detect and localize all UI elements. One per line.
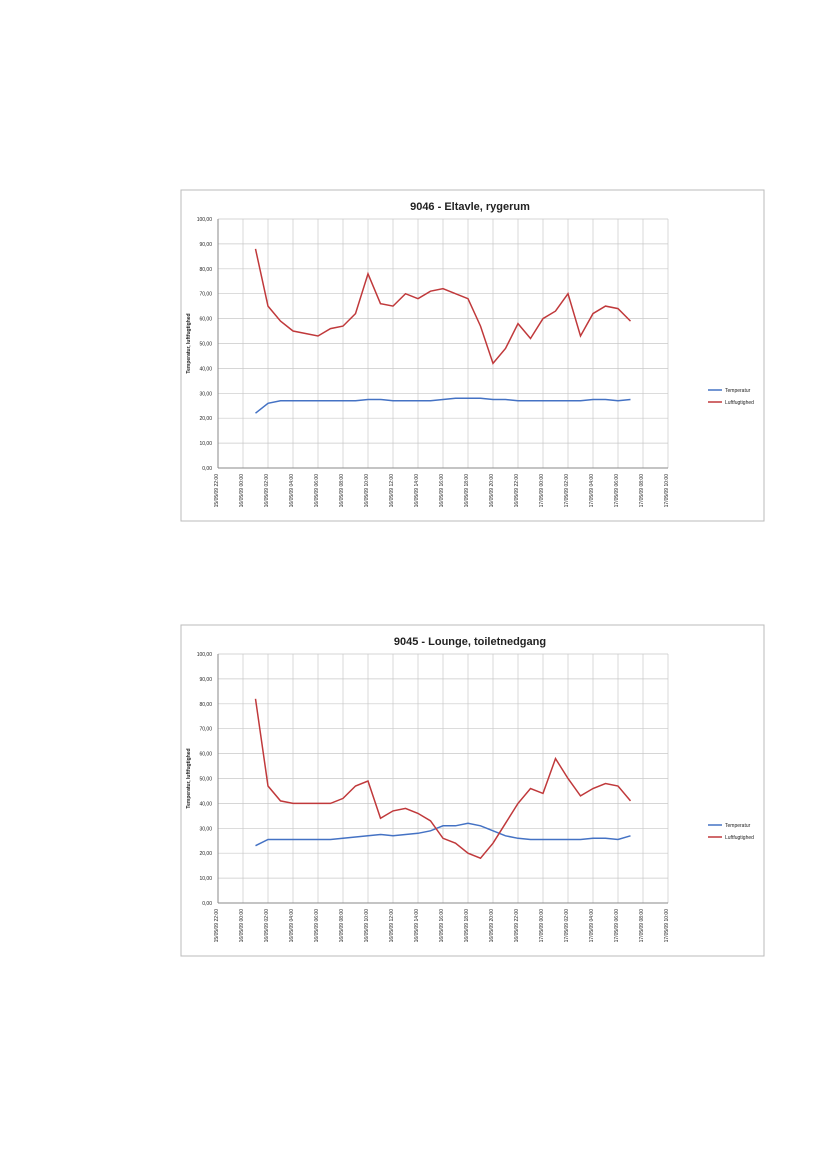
- chart-title: 9046 - Eltavle, rygerum: [410, 201, 530, 213]
- series-line: [254, 698, 632, 860]
- x-tick-label: 17/05/09 02:00: [564, 909, 570, 943]
- x-tick-label: 16/05/09 18:00: [464, 909, 470, 943]
- y-tick-label: 30,00: [199, 826, 212, 832]
- x-tick-label: 16/05/09 12:00: [389, 474, 395, 508]
- y-tick-label: 50,00: [199, 777, 212, 783]
- series-line: [254, 248, 632, 365]
- chart-title: 9045 - Lounge, toiletnedgang: [394, 636, 546, 648]
- x-tick-label: 16/05/09 04:00: [289, 474, 295, 508]
- y-tick-label: 20,00: [199, 851, 212, 857]
- x-tick-label: 16/05/09 00:00: [239, 474, 245, 508]
- x-tick-label: 17/05/09 10:00: [664, 909, 670, 943]
- y-tick-label: 50,00: [199, 342, 212, 348]
- y-tick-label: 0,00: [202, 901, 212, 907]
- chart-frame: [180, 624, 765, 957]
- x-tick-label: 17/05/09 08:00: [639, 474, 645, 508]
- y-tick-label: 100,00: [197, 217, 213, 223]
- y-tick-label: 90,00: [199, 242, 212, 248]
- x-tick-label: 16/05/09 16:00: [439, 909, 445, 943]
- x-tick-label: 16/05/09 06:00: [314, 909, 320, 943]
- y-tick-label: 40,00: [199, 366, 212, 372]
- x-tick-label: 16/05/09 16:00: [439, 474, 445, 508]
- y-tick-label: 90,00: [199, 677, 212, 683]
- y-tick-label: 70,00: [199, 292, 212, 298]
- x-tick-label: 16/05/09 02:00: [264, 474, 270, 508]
- x-tick-label: 16/05/09 10:00: [364, 909, 370, 943]
- legend-label: Temperatur: [725, 823, 751, 829]
- y-tick-label: 80,00: [199, 267, 212, 273]
- series-line: [255, 822, 631, 847]
- y-tick-label: 0,00: [202, 466, 212, 472]
- series-line: [255, 397, 631, 414]
- legend-label: Luftfugtighed: [725, 400, 754, 406]
- x-tick-label: 17/05/09 00:00: [539, 909, 545, 943]
- x-tick-label: 16/05/09 10:00: [364, 474, 370, 508]
- y-axis-label: Temperatur, luftfugtighed: [186, 748, 192, 808]
- x-tick-label: 15/05/09 22:00: [214, 909, 220, 943]
- x-tick-label: 17/05/09 04:00: [589, 474, 595, 508]
- y-tick-label: 40,00: [199, 801, 212, 807]
- x-tick-label: 17/05/09 08:00: [639, 909, 645, 943]
- x-tick-label: 16/05/09 14:00: [414, 909, 420, 943]
- x-tick-label: 17/05/09 06:00: [614, 474, 620, 508]
- x-tick-label: 16/05/09 20:00: [489, 909, 495, 943]
- y-axis-label: Temperatur, luftfugtighed: [186, 313, 192, 373]
- x-tick-label: 16/05/09 22:00: [514, 909, 520, 943]
- x-tick-label: 16/05/09 06:00: [314, 474, 320, 508]
- y-tick-label: 60,00: [199, 317, 212, 323]
- x-tick-label: 16/05/09 14:00: [414, 474, 420, 508]
- y-tick-label: 30,00: [199, 391, 212, 397]
- y-tick-label: 10,00: [199, 876, 212, 882]
- x-tick-label: 16/05/09 02:00: [264, 909, 270, 943]
- legend-label: Temperatur: [725, 388, 751, 394]
- x-tick-label: 16/05/09 08:00: [339, 474, 345, 508]
- legend-label: Luftfugtighed: [725, 835, 754, 841]
- y-tick-label: 80,00: [199, 702, 212, 708]
- y-tick-label: 100,00: [197, 652, 213, 658]
- y-tick-label: 10,00: [199, 441, 212, 447]
- x-tick-label: 17/05/09 02:00: [564, 474, 570, 508]
- x-tick-label: 16/05/09 04:00: [289, 909, 295, 943]
- y-tick-label: 20,00: [199, 416, 212, 422]
- y-tick-label: 60,00: [199, 752, 212, 758]
- x-tick-label: 16/05/09 22:00: [514, 474, 520, 508]
- x-tick-label: 17/05/09 04:00: [589, 909, 595, 943]
- x-tick-label: 16/05/09 12:00: [389, 909, 395, 943]
- x-tick-label: 16/05/09 20:00: [489, 474, 495, 508]
- x-tick-label: 15/05/09 22:00: [214, 474, 220, 508]
- x-tick-label: 17/05/09 10:00: [664, 474, 670, 508]
- y-tick-label: 70,00: [199, 727, 212, 733]
- x-tick-label: 17/05/09 00:00: [539, 474, 545, 508]
- x-tick-label: 17/05/09 06:00: [614, 909, 620, 943]
- x-tick-label: 16/05/09 00:00: [239, 909, 245, 943]
- chart-frame: [180, 189, 765, 522]
- x-tick-label: 16/05/09 18:00: [464, 474, 470, 508]
- x-tick-label: 16/05/09 08:00: [339, 909, 345, 943]
